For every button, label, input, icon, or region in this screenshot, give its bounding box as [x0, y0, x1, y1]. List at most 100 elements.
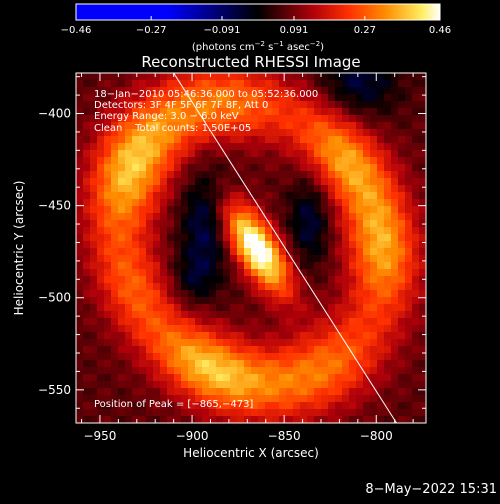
heatmap-cell [132, 339, 140, 347]
heatmap-cell [104, 164, 112, 172]
heatmap-cell [230, 157, 238, 165]
heatmap-cell [279, 395, 287, 403]
heatmap-cell [216, 339, 224, 347]
heatmap-cell [223, 332, 231, 340]
heatmap-cell [209, 374, 217, 382]
heatmap-cell [279, 101, 287, 109]
heatmap-cell [188, 332, 196, 340]
heatmap-cell [209, 381, 217, 389]
heatmap-cell [167, 227, 175, 235]
heatmap-cell [412, 122, 420, 130]
heatmap-cell [265, 262, 273, 270]
heatmap-cell [230, 276, 238, 284]
heatmap-cell [132, 395, 140, 403]
heatmap-cell [370, 115, 378, 123]
heatmap-cell [209, 367, 217, 375]
heatmap-cell [139, 262, 147, 270]
heatmap-cell [405, 80, 413, 88]
heatmap-cell [188, 409, 196, 417]
heatmap-cell [398, 80, 406, 88]
heatmap-cell [111, 290, 119, 298]
heatmap-cell [314, 143, 322, 151]
heatmap-cell [384, 255, 392, 263]
heatmap-cell [202, 157, 210, 165]
heatmap-cell [279, 164, 287, 172]
heatmap-cell [258, 227, 266, 235]
heatmap-cell [279, 248, 287, 256]
heatmap-cell [174, 157, 182, 165]
heatmap-cell [349, 150, 357, 158]
heatmap-cell [132, 416, 140, 423]
heatmap-cell [90, 108, 98, 116]
heatmap-cell [139, 164, 147, 172]
heatmap-cell [377, 353, 385, 361]
heatmap-cell [104, 276, 112, 284]
heatmap-cell [293, 115, 301, 123]
heatmap-cell [384, 73, 392, 81]
heatmap-cell [342, 192, 350, 200]
heatmap-cell [188, 143, 196, 151]
heatmap-cell [97, 304, 105, 312]
heatmap-cell [76, 185, 84, 193]
heatmap-cell [83, 318, 91, 326]
heatmap-cell [405, 143, 413, 151]
heatmap-cell [153, 388, 161, 396]
heatmap-cell [258, 248, 266, 256]
heatmap-cell [300, 164, 308, 172]
heatmap-cell [370, 213, 378, 221]
heatmap-cell [104, 339, 112, 347]
heatmap-cell [111, 241, 119, 249]
heatmap-cell [293, 367, 301, 375]
heatmap-cell [300, 409, 308, 417]
heatmap-cell [265, 101, 273, 109]
heatmap-cell [412, 157, 420, 165]
heatmap-cell [146, 178, 154, 186]
heatmap-cell [335, 157, 343, 165]
heatmap-cell [370, 80, 378, 88]
heatmap-cell [202, 374, 210, 382]
heatmap-cell [216, 325, 224, 333]
heatmap-cell [125, 395, 133, 403]
heatmap-cell [139, 339, 147, 347]
heatmap-cell [419, 150, 426, 158]
heatmap-cell [76, 360, 84, 368]
heatmap-cell [328, 129, 336, 137]
heatmap-cell [125, 318, 133, 326]
heatmap-cell [377, 346, 385, 354]
heatmap-cell [139, 94, 147, 102]
heatmap-cell [230, 143, 238, 151]
heatmap-cell [118, 129, 126, 137]
heatmap-cell [146, 213, 154, 221]
heatmap-cell [328, 115, 336, 123]
heatmap-cell [377, 290, 385, 298]
heatmap-cell [398, 304, 406, 312]
heatmap-cell [104, 290, 112, 298]
heatmap-cell [83, 115, 91, 123]
heatmap-cell [384, 80, 392, 88]
heatmap-cell [244, 290, 252, 298]
heatmap-cell [258, 360, 266, 368]
heatmap-cell [293, 325, 301, 333]
heatmap-cell [412, 199, 420, 207]
heatmap-cell [405, 374, 413, 382]
heatmap-cell [237, 262, 245, 270]
heatmap-cell [237, 150, 245, 158]
heatmap-cell [321, 101, 329, 109]
heatmap-cell [328, 360, 336, 368]
heatmap-cell [174, 129, 182, 137]
heatmap-cell [118, 269, 126, 277]
heatmap-cell [125, 171, 133, 179]
heatmap-cell [412, 318, 420, 326]
heatmap-cell [244, 136, 252, 144]
heatmap-cell [181, 367, 189, 375]
heatmap-cell [76, 290, 84, 298]
heatmap-cell [216, 192, 224, 200]
heatmap-cell [342, 241, 350, 249]
heatmap-cell [216, 332, 224, 340]
heatmap-cell [405, 199, 413, 207]
heatmap-cell [391, 276, 399, 284]
heatmap-cell [258, 304, 266, 312]
heatmap-cell [216, 262, 224, 270]
heatmap-cell [90, 388, 98, 396]
heatmap-cell [377, 73, 385, 81]
